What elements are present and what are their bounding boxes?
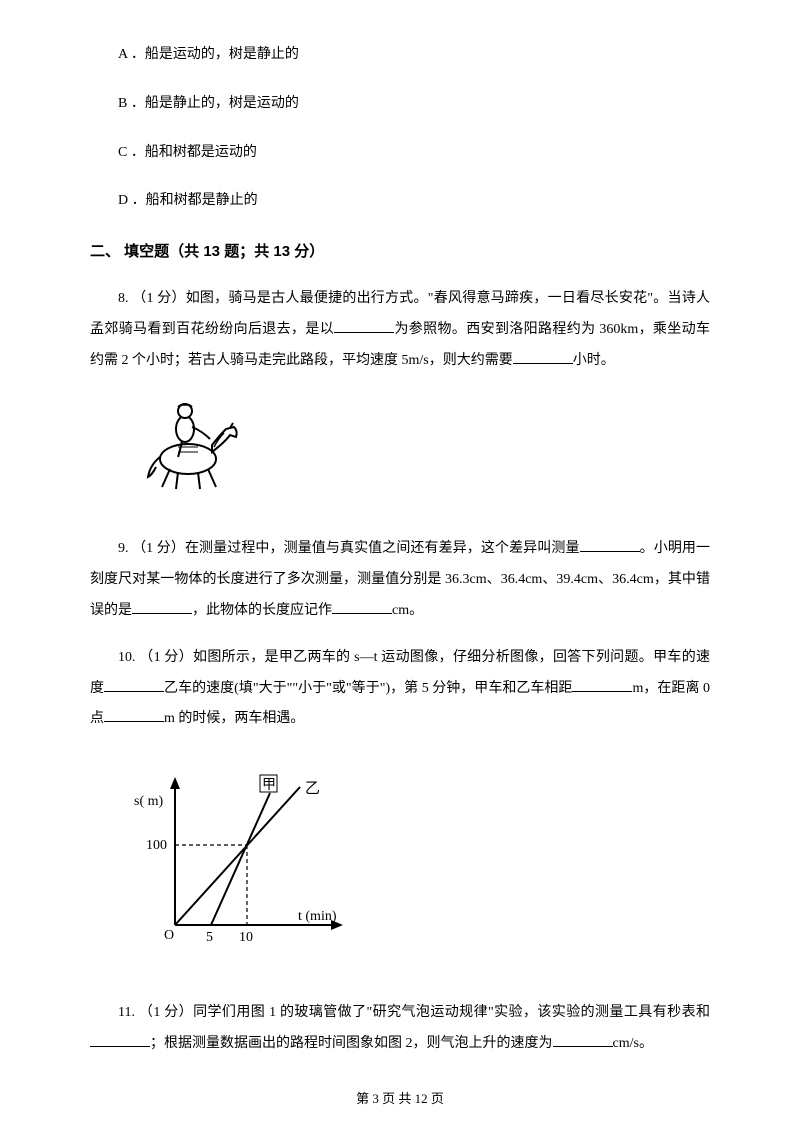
q9-blank-3 (332, 600, 392, 614)
graph-line-yi: 乙 (305, 781, 320, 797)
q8-blank-2 (513, 350, 573, 364)
graph-x-tick-10: 10 (239, 930, 253, 945)
q11-blank-2 (553, 1033, 613, 1047)
q11-text-2: ；根据测量数据画出的路程时间图象如图 2，则气泡上升的速度为 (150, 1036, 553, 1051)
q9-text-4: cm。 (392, 603, 423, 618)
question-10: 10. （1 分）如图所示，是甲乙两车的 s—t 运动图像，仔细分析图像，回答下… (90, 643, 710, 735)
figure-st-graph: s( m) t (min) O 100 5 10 乙 甲 (130, 765, 710, 968)
question-8: 8. （1 分）如图，骑马是古人最便捷的出行方式。"春风得意马蹄疾，一日看尽长安… (90, 284, 710, 376)
graph-line-jia: 甲 (262, 778, 276, 793)
question-11: 11. （1 分）同学们用图 1 的玻璃管做了"研究气泡运动规律"实验，该实验的… (90, 998, 710, 1060)
q9-text-3: ，此物体的长度应记作 (192, 603, 332, 618)
option-a: A ．船是运动的，树是静止的 (90, 40, 710, 71)
q11-blank-1 (90, 1033, 150, 1047)
graph-x-label: t (min) (298, 909, 337, 924)
q10-blank-1 (104, 678, 164, 692)
q10-blank-3 (104, 708, 164, 722)
q9-blank-1 (580, 538, 640, 552)
q10-text-2: 乙车的速度(填"大于""小于"或"等于")，第 5 分钟，甲车和乙车相距 (164, 681, 572, 696)
graph-y-label: s( m) (134, 794, 164, 809)
option-b: B ．船是静止的，树是运动的 (90, 89, 710, 120)
q9-text-1: 9. （1 分）在测量过程中，测量值与真实值之间还有差异，这个差异叫测量 (118, 541, 580, 556)
page-footer: 第 3 页 共 12 页 (0, 1085, 800, 1114)
q11-text-1: 11. （1 分）同学们用图 1 的玻璃管做了"研究气泡运动规律"实验，该实验的… (118, 1005, 710, 1020)
q8-blank-1 (334, 319, 394, 333)
section-title: 二、 填空题（共 13 题；共 13 分） (90, 235, 710, 268)
q10-text-4: m 的时候，两车相遇。 (164, 711, 304, 726)
q9-blank-2 (132, 600, 192, 614)
graph-origin: O (164, 928, 174, 943)
figure-horse-rider (130, 397, 710, 505)
question-9: 9. （1 分）在测量过程中，测量值与真实值之间还有差异，这个差异叫测量。小明用… (90, 534, 710, 626)
graph-y-tick-100: 100 (146, 838, 167, 853)
q11-text-3: cm/s。 (613, 1036, 653, 1051)
q8-text-3: 小时。 (573, 353, 615, 368)
graph-x-tick-5: 5 (206, 930, 213, 945)
option-c: C ．船和树都是运动的 (90, 138, 710, 169)
q10-blank-2 (572, 678, 632, 692)
option-d: D ．船和树都是静止的 (90, 186, 710, 217)
